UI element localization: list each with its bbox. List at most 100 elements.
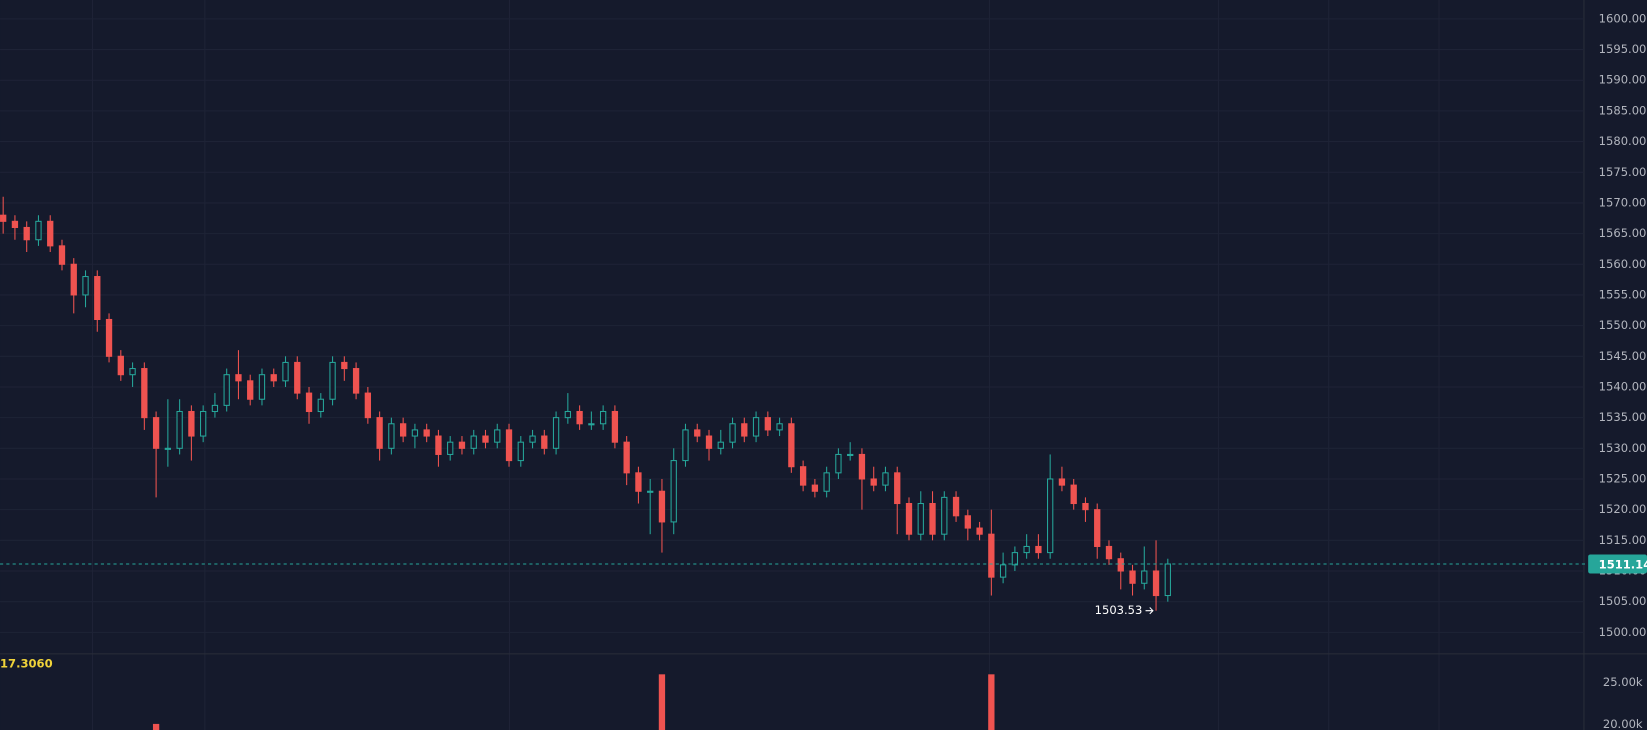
candle-body: [1152, 570, 1160, 597]
y-tick-label: 1565.00: [1599, 226, 1647, 240]
volume-bar: [658, 674, 666, 730]
candle-body: [1105, 545, 1113, 560]
candle-body: [576, 410, 583, 425]
candle-body: [917, 502, 924, 535]
y-tick-label: 1505.00: [1599, 594, 1647, 608]
volume-bar: [988, 674, 995, 730]
y-tick-label: 1590.00: [1599, 73, 1647, 87]
candle-body: [870, 478, 877, 486]
candle-body: [670, 460, 677, 523]
candle-body: [294, 361, 301, 394]
volume-label: 17.3060: [0, 656, 53, 670]
candle-body: [1164, 563, 1171, 597]
time-grid: [91, 0, 1440, 730]
y-tick-label: 1575.00: [1599, 165, 1647, 179]
candle-body: [58, 245, 66, 265]
candle-body: [705, 435, 713, 449]
candle-body: [376, 417, 383, 449]
candle-body: [341, 361, 348, 370]
candle-body: [423, 429, 430, 437]
candle-body: [35, 220, 42, 241]
y-tick-label: 1555.00: [1599, 287, 1647, 301]
y2-tick-label: 20.00k: [1603, 717, 1643, 730]
y-tick-label: 1580.00: [1599, 134, 1647, 148]
candle-body: [188, 410, 195, 437]
grid: [0, 18, 1584, 633]
candle-body: [658, 490, 666, 523]
candle-body: [247, 380, 254, 400]
candle-body: [811, 484, 819, 492]
candle-body: [176, 410, 183, 449]
candle-body: [458, 441, 466, 449]
last-price-label: 1511.14: [1599, 558, 1647, 572]
candle-body: [117, 355, 124, 376]
candle-body: [835, 453, 842, 474]
candle-body: [847, 453, 854, 457]
candle-body: [929, 502, 936, 535]
candle-body: [23, 226, 30, 241]
candle-body: [905, 502, 913, 535]
candle-body: [411, 429, 419, 437]
price-pane: [0, 196, 1171, 611]
y-tick-label: 1585.00: [1599, 103, 1647, 117]
candle-body: [1035, 545, 1042, 554]
candle-body: [564, 410, 571, 419]
candle-body: [164, 447, 172, 450]
candle-body: [941, 496, 948, 535]
candle-body: [211, 404, 219, 413]
candle-body: [799, 466, 807, 486]
y-tick-label: 1500.00: [1599, 625, 1647, 639]
candle-body: [952, 496, 960, 517]
candle-body: [200, 410, 207, 437]
candle-body: [552, 417, 560, 449]
candle-body: [329, 361, 336, 400]
candle-body: [364, 392, 372, 419]
candle-body: [352, 368, 360, 394]
candle-body: [541, 435, 548, 449]
candle-body: [882, 472, 889, 486]
candle-body: [47, 220, 54, 247]
candle-body: [588, 423, 595, 426]
candle-body: [788, 423, 795, 468]
y-tick-label: 1545.00: [1599, 349, 1647, 363]
candle-body: [470, 435, 477, 449]
candle-body: [1094, 509, 1101, 547]
candle-body: [1070, 484, 1077, 505]
candle-body: [1129, 570, 1136, 584]
candle-body: [152, 417, 160, 449]
y-tick-label: 1525.00: [1599, 471, 1647, 485]
candle-body: [11, 220, 19, 228]
candle-body: [305, 392, 313, 413]
candle-body: [505, 429, 513, 462]
y-tick-label: 1600.00: [1599, 11, 1647, 25]
candle-body: [447, 441, 454, 455]
candle-body: [129, 368, 136, 376]
low-label: 1503.53: [1095, 603, 1143, 617]
candle-body: [529, 435, 536, 443]
candle-body: [717, 441, 724, 449]
candle-body: [752, 417, 760, 437]
candle-body: [258, 374, 266, 400]
candle-body: [764, 417, 771, 431]
candle-body: [270, 374, 277, 382]
candle-body: [223, 374, 230, 406]
candle-body: [1117, 558, 1124, 572]
candle-body: [1141, 570, 1148, 584]
candle-body: [623, 441, 630, 474]
volume-pane: [152, 674, 995, 730]
candle-body: [976, 527, 983, 535]
y2-tick-label: 25.00k: [1603, 675, 1643, 689]
candle-body: [388, 423, 395, 449]
candle-body: [964, 515, 971, 529]
candle-body: [999, 564, 1007, 578]
candle-body: [611, 410, 619, 443]
candle-body: [482, 435, 489, 443]
candle-body: [105, 318, 113, 357]
candle-body: [1047, 478, 1054, 554]
candle-body: [694, 429, 701, 437]
y-tick-label: 1530.00: [1599, 441, 1647, 455]
volume-bar: [152, 723, 160, 730]
candle-body: [317, 398, 324, 413]
candle-body: [399, 423, 407, 437]
candle-body: [435, 435, 442, 455]
